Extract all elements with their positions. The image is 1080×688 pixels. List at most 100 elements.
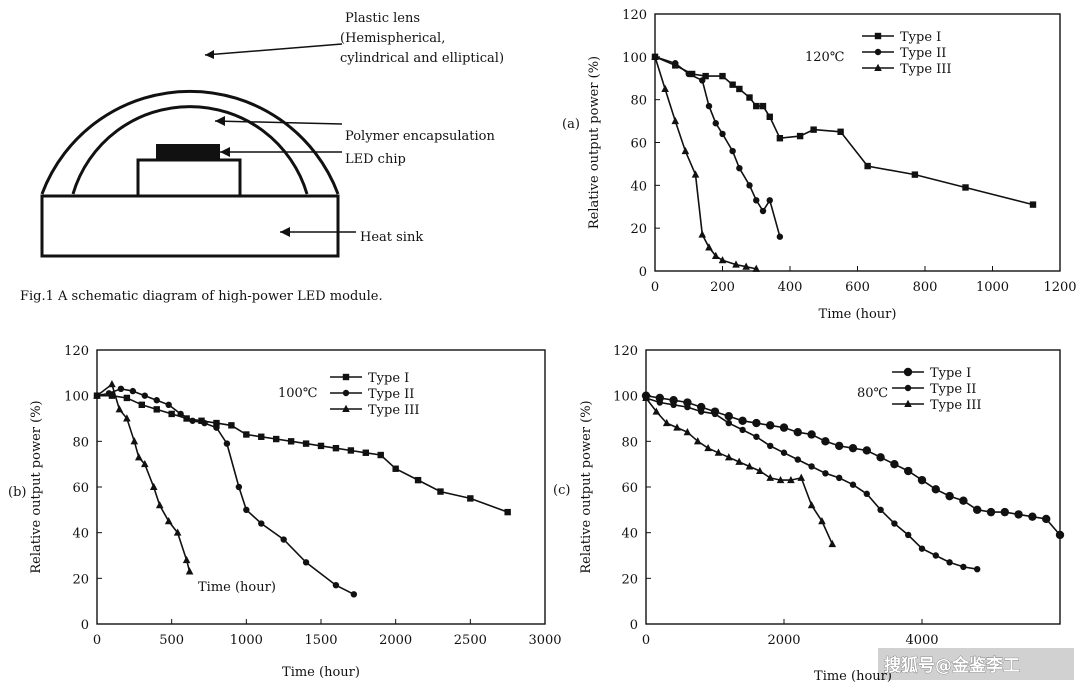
chart-b-series-2-line [96,387,355,596]
chart-b-series-3-point [149,482,158,490]
chart-b-plot-frame [96,349,546,625]
chart-c-series-2-point [711,410,719,418]
chart-b-series-1-point [347,447,355,454]
chart-b-series-1-point [467,495,474,502]
chart-b-series-1-point [168,410,175,418]
chart-a-series-3-point [718,256,727,264]
led-module-diagram: Plastic lens (Hemispherical, cylindrical… [20,11,504,304]
chart-c-series-3-point [776,475,785,484]
chart-b-ytick-label: 40 [72,527,89,542]
chart-b-series-2-point [332,581,340,589]
chart-c-series-3-point [714,448,723,456]
chart-a-xtick-label: 1000 [976,280,1009,295]
chart-a-series-1-point [753,102,760,110]
chart-c-series-2-point [767,442,774,450]
chart-a-series-2-point [753,197,760,204]
chart-b-series-1-point [287,438,295,445]
chart-a-series-3-point [681,146,690,155]
chart-a-legend-entry: Type I [900,30,941,45]
chart-b-series-2-point [258,520,265,527]
chart-c-series-1-point [683,398,692,407]
chart-c-series-2-point [891,520,898,527]
chart-b-xtick-label: 1500 [304,633,337,648]
chart-b-series-1-point [123,394,131,402]
chart-c-series-1-point [766,421,775,430]
chart-b-series-3-point [140,459,149,468]
sink-arrowhead [280,227,290,237]
chart-a-series-2-point [705,102,713,110]
chart-c-series-1-point [931,485,940,494]
label-polymer-encapsulation: Polymer encapsulation [345,129,495,144]
chart-b-temperature-label: 100℃ [278,386,317,401]
chart-c-series-1-point [904,466,913,476]
chart-c-series-3-point [642,393,650,401]
chart-c-temperature-label: 80℃ [857,386,888,401]
chart-a-series-1-point [729,81,736,88]
chart-a-series-2-point [736,165,743,172]
chart-b-ytick-label: 60 [72,481,89,496]
chart-b-series-1-point [273,435,280,443]
chip-base-box [136,158,242,198]
chart-c-series-1-point [738,416,747,425]
chart-c-series-3-point [787,475,795,484]
chart-b-ytick-label: 0 [81,618,89,633]
chart-b-series-2-point [235,483,243,491]
chart-a-series-3-point [651,52,659,60]
chart-c-series-1-point [1055,530,1065,540]
label-lens-shape-2: cylindrical and elliptical) [340,51,504,66]
led-chip-box [156,144,220,161]
chart-b-100c: 0 20 40 60 80 100 120 0 500 1000 1500 2000 2500 3000 T… [8,344,562,680]
chart-a-plot-frame [654,13,1061,272]
chart-c-series-3-point [693,437,702,445]
chart-b-series-1-line [97,394,508,513]
chart-b-series-1-point [198,417,205,424]
chart-c-series-2-point [725,419,732,427]
chart-a-series-3 [651,52,761,272]
chart-a-series-1 [651,53,1037,208]
chart-a-xtick-label: 800 [913,280,938,295]
label-led-chip: LED chip [345,152,406,167]
chart-b-series-1-point [377,451,384,459]
chart-a-series-1-point [1029,201,1037,208]
chart-c-series-2-point [753,433,760,440]
inner-encapsulation-arc [71,105,309,195]
chart-a-xtick-label: 1200 [1043,280,1076,295]
chart-c-legend-marker [904,399,912,407]
chart-a-legend-marker [874,32,882,40]
chart-a-legend-marker [874,63,882,71]
chart-a-series-3-point [711,251,720,260]
chart-a-series-3-point [671,116,680,125]
chart-c-ytick-label: 120 [613,344,638,359]
chart-c-series-2-point [698,408,705,415]
chart-c-series-2-point [960,563,967,571]
chart-a-legend-entry: Type III [900,62,952,77]
chart-b-legend-marker [342,389,350,397]
chart-a-series-1-point [736,85,743,93]
chart-c-ylabel: Relative output power (%) [579,400,594,573]
chart-b-series-3-point [164,517,173,525]
chart-b-xtick-label: 500 [159,633,184,648]
chart-c-series-3-point [683,428,692,436]
chart-c-series-3 [642,393,837,548]
chart-b-series-1-point [258,433,265,440]
chart-c-series-1-point [821,437,830,446]
chart-b-series-1-point [414,476,422,484]
chart-c-series-2-point [932,552,939,559]
chart-a-series-1-point [759,102,767,110]
chart-c-series-3-point [828,539,837,548]
chart-c-series-2 [642,394,981,573]
chart-c-ytick-label: 0 [630,618,638,633]
chart-c-legend-entry: Type II [930,382,976,397]
chart-b-panel-label: (b) [8,485,26,500]
outer-lens-arc [40,89,340,195]
chart-c-series-3-point [704,443,712,452]
chart-b-series-2-point [350,591,358,598]
chart-a-temperature-label: 120℃ [805,50,844,65]
chart-c-series-3-point [745,462,754,470]
chart-a-series-1-point [864,162,871,170]
chart-b-series-2-point [165,401,172,408]
chart-c-series-1-point [890,459,899,469]
chart-a-ytick-label: 100 [622,51,647,66]
chart-c-xtick-label: 0 [642,633,650,648]
chart-b-series-3 [93,380,194,575]
